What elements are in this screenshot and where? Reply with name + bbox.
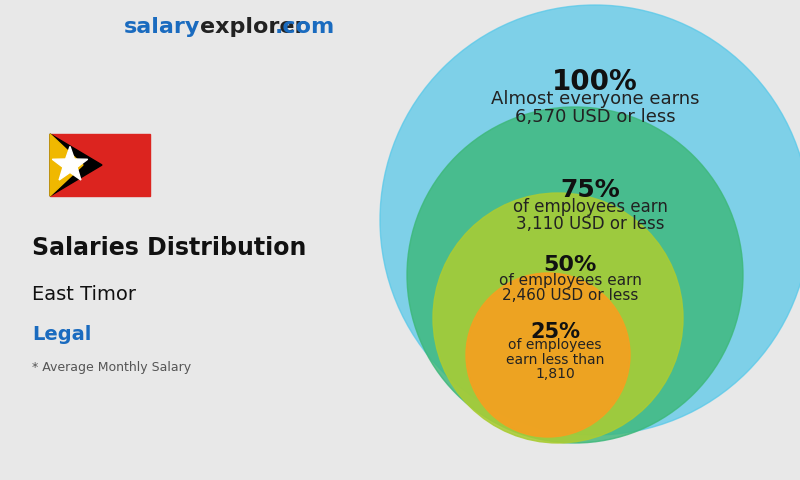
Text: Legal: Legal: [32, 325, 91, 345]
Text: 3,110 USD or less: 3,110 USD or less: [516, 215, 664, 233]
Text: Almost everyone earns: Almost everyone earns: [490, 90, 699, 108]
Text: 75%: 75%: [560, 178, 620, 202]
Text: .com: .com: [274, 17, 334, 37]
Text: earn less than: earn less than: [506, 352, 604, 367]
Text: of employees: of employees: [508, 338, 602, 352]
Text: East Timor: East Timor: [32, 286, 136, 304]
Circle shape: [380, 5, 800, 435]
Text: 6,570 USD or less: 6,570 USD or less: [514, 108, 675, 126]
Text: of employees earn: of employees earn: [498, 273, 642, 288]
Circle shape: [433, 193, 683, 443]
Text: explorer: explorer: [200, 17, 306, 37]
Text: 100%: 100%: [552, 68, 638, 96]
Text: of employees earn: of employees earn: [513, 198, 667, 216]
Polygon shape: [50, 134, 102, 196]
Text: * Average Monthly Salary: * Average Monthly Salary: [32, 361, 191, 374]
Text: 2,460 USD or less: 2,460 USD or less: [502, 288, 638, 303]
Text: 1,810: 1,810: [535, 367, 575, 381]
Text: 25%: 25%: [530, 322, 580, 342]
Text: salary: salary: [124, 17, 200, 37]
Circle shape: [407, 107, 743, 443]
Polygon shape: [50, 134, 83, 196]
Text: 50%: 50%: [543, 255, 597, 275]
Text: Salaries Distribution: Salaries Distribution: [32, 236, 306, 260]
Bar: [50, 134, 150, 196]
Circle shape: [466, 273, 630, 437]
Polygon shape: [52, 146, 88, 180]
